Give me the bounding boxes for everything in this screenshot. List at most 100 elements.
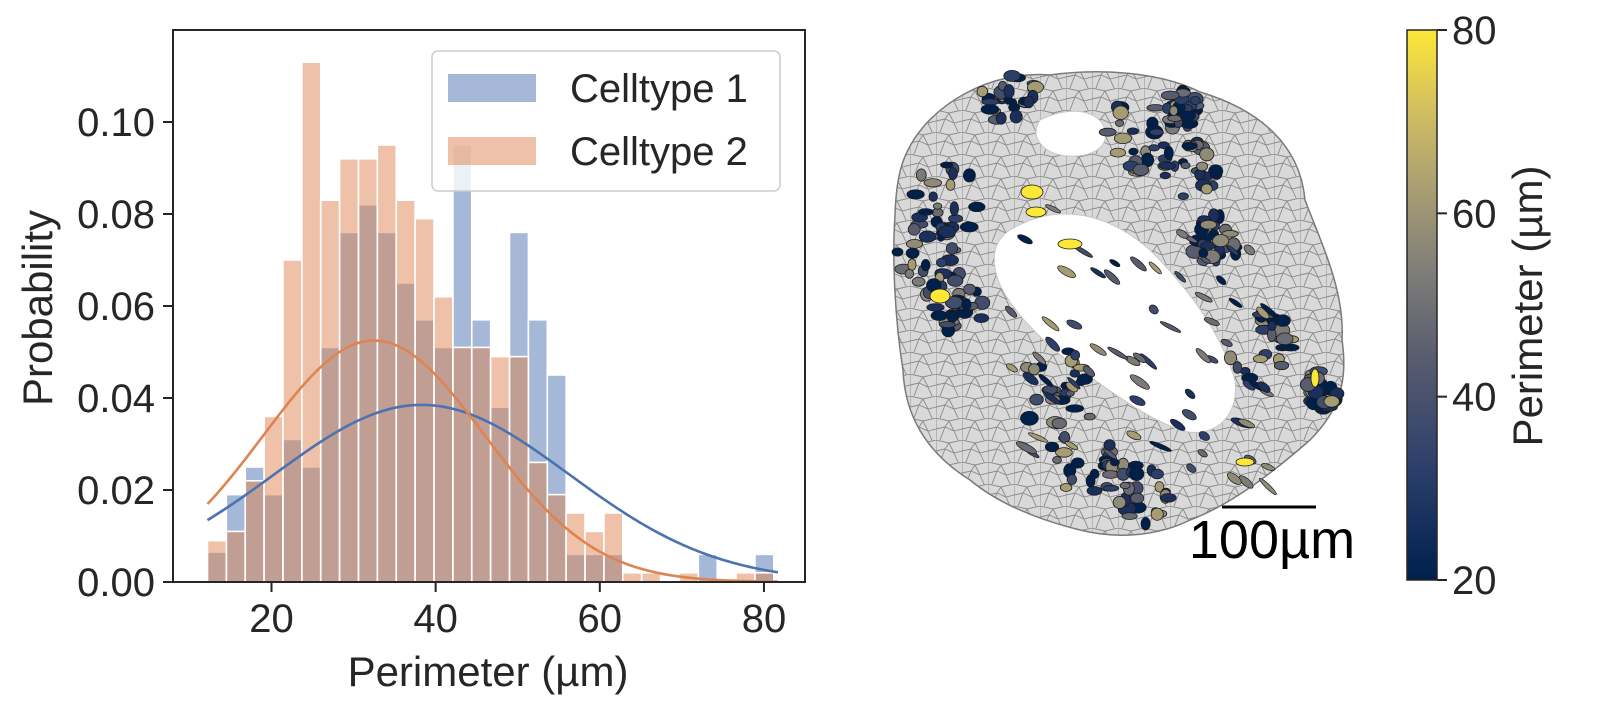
celltype-2-bar (565, 512, 586, 583)
cell (1089, 343, 1107, 356)
cell (1200, 183, 1213, 195)
cell (1083, 412, 1096, 421)
cell (1032, 351, 1047, 365)
cell (1224, 350, 1238, 366)
cell (1274, 314, 1291, 327)
cell (1310, 368, 1320, 388)
cell (891, 247, 904, 257)
cell (1159, 171, 1171, 180)
cell (1235, 457, 1255, 467)
x-tick-label: 40 (413, 597, 458, 641)
y-tick-label: 0.08 (77, 193, 155, 237)
cell (1065, 441, 1079, 450)
y-tick-label: 0.04 (77, 377, 155, 421)
cell (1109, 259, 1121, 268)
cell (1112, 495, 1127, 509)
cell (1238, 418, 1255, 429)
cell (1190, 96, 1201, 106)
cell (1003, 84, 1015, 99)
celltype-2-bar (395, 199, 416, 583)
cell (1184, 388, 1196, 399)
cell (981, 98, 1000, 106)
cell (1005, 305, 1018, 318)
cell (1150, 468, 1164, 480)
cell (1177, 192, 1189, 201)
x-tick-label: 20 (249, 597, 294, 641)
legend-label-celltype-1: Celltype 1 (570, 67, 748, 111)
cell (1055, 447, 1073, 458)
cell (947, 274, 964, 287)
legend-swatch-celltype-1 (448, 74, 536, 102)
y-tick-label: 0.02 (77, 469, 155, 513)
cell (905, 247, 920, 259)
cell (1170, 418, 1186, 431)
cell (1126, 127, 1140, 135)
cell (1070, 457, 1085, 469)
scale-bar-label: 100µm (1189, 510, 1355, 570)
cell (1041, 316, 1060, 332)
cell (1132, 352, 1147, 364)
cell (963, 283, 976, 295)
cell (1086, 485, 1103, 496)
cell (1119, 481, 1131, 490)
cell (1005, 363, 1018, 373)
legend-swatch-celltype-2 (448, 137, 536, 165)
tissue-segmentation-map: 100µm (891, 70, 1355, 570)
celltype-2-bar (603, 512, 624, 583)
cell (949, 201, 959, 217)
cell (1045, 336, 1061, 352)
cell (915, 168, 927, 182)
cell (1051, 417, 1067, 430)
cell (968, 201, 986, 212)
celltype-2-bar (282, 259, 303, 583)
cell (1273, 360, 1290, 371)
cell (1112, 105, 1129, 120)
cell (938, 225, 957, 239)
cell (926, 303, 945, 312)
cell (1076, 373, 1093, 385)
cell (920, 258, 931, 272)
cell (973, 313, 990, 324)
cell (1150, 507, 1164, 521)
cell (995, 112, 1007, 125)
cell (1158, 161, 1177, 170)
cell (1212, 234, 1230, 248)
cell (1197, 449, 1208, 458)
cell (1148, 304, 1159, 315)
cell (1148, 144, 1160, 152)
cell (1179, 110, 1197, 122)
cell (1115, 119, 1125, 127)
cell (931, 208, 944, 218)
cell (1128, 147, 1139, 156)
cell (928, 191, 938, 202)
celltype-2-bar (301, 61, 322, 583)
cell (929, 288, 951, 304)
colorbar-tick-label: 20 (1452, 559, 1497, 603)
tissue-gap-top (1035, 110, 1107, 157)
cell (1226, 472, 1242, 485)
cell (1102, 470, 1120, 479)
cell (1159, 321, 1182, 333)
cell (1059, 430, 1070, 444)
cell (1038, 373, 1054, 388)
cell (1003, 70, 1021, 82)
cell (1066, 474, 1078, 485)
cell (1200, 219, 1218, 230)
celltype-2-bar (433, 295, 454, 583)
cell (1146, 104, 1165, 112)
cell (1180, 161, 1191, 170)
histogram-panel: 20 40 60 80 0.00 0.02 0.04 0.06 0.08 0.10 Perime… (14, 29, 806, 695)
cell (1259, 477, 1277, 496)
cell (1198, 431, 1210, 441)
cell (1199, 147, 1215, 162)
cell (918, 230, 937, 243)
cell (1103, 439, 1116, 451)
cell (1129, 395, 1146, 406)
cell (1085, 474, 1096, 488)
cell (1028, 363, 1041, 376)
cell (945, 178, 956, 191)
cell (1057, 265, 1076, 278)
cell (923, 178, 943, 188)
cell (1281, 343, 1300, 352)
